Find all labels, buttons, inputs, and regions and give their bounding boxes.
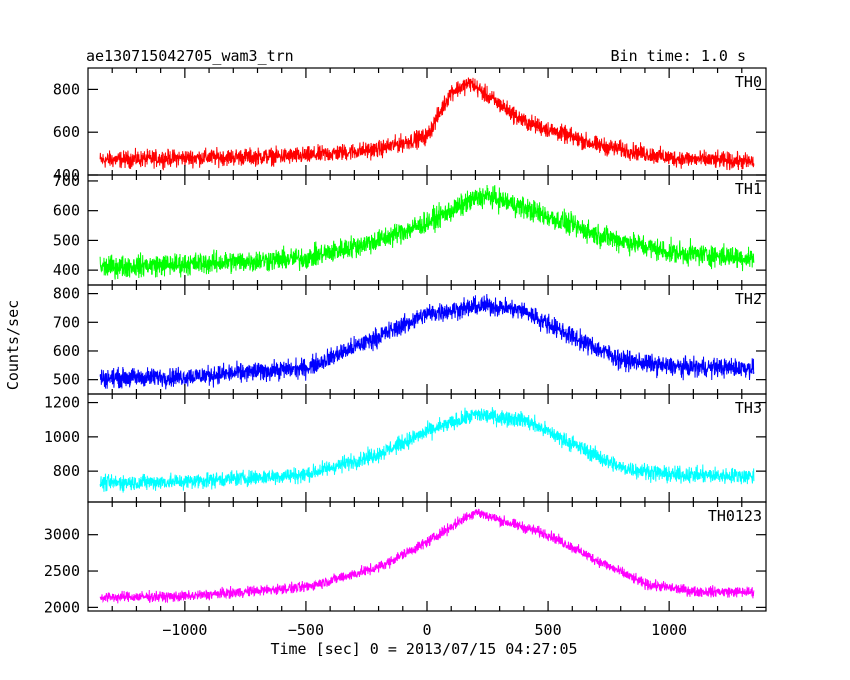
y-tick-label: 2500 bbox=[44, 562, 80, 580]
series-line-th2 bbox=[99, 294, 755, 390]
series-line-th3 bbox=[99, 407, 755, 493]
y-tick-label: 800 bbox=[53, 285, 80, 303]
panels-group: 400 600 800 TH0 400 500 600 700 TH1 500 600 700 800 T… bbox=[44, 67, 767, 639]
panel-th2: 500 600 700 800 TH2 bbox=[53, 284, 767, 395]
series-line-th0 bbox=[99, 77, 755, 171]
panel-name-label: TH2 bbox=[735, 290, 762, 308]
panel-th1: 400 500 600 700 TH1 bbox=[53, 172, 767, 286]
y-tick-label: 600 bbox=[53, 342, 80, 360]
y-tick-label: 1000 bbox=[44, 428, 80, 446]
y-tick-label: 800 bbox=[53, 462, 80, 480]
x-axis-label: Time [sec] 0 = 2013/07/15 04:27:05 bbox=[270, 640, 577, 658]
y-axis-label: Counts/sec bbox=[4, 300, 22, 390]
y-tick-label: 400 bbox=[53, 166, 80, 184]
y-tick-label: 400 bbox=[53, 261, 80, 279]
y-tick-label: 700 bbox=[53, 172, 80, 190]
y-tick-label: 700 bbox=[53, 313, 80, 331]
panel-th0123: 2000 2500 3000 TH0123 bbox=[44, 501, 767, 616]
panel-name-label: TH3 bbox=[735, 399, 762, 417]
panel-th0: 400 600 800 TH0 bbox=[53, 67, 767, 184]
series-line-th1 bbox=[99, 185, 755, 280]
bin-time-label: Bin time: 1.0 s bbox=[611, 47, 746, 65]
panel-th3: 800 1000 1200 TH3 bbox=[44, 393, 767, 503]
panel-name-label: TH0123 bbox=[708, 507, 762, 525]
series-line-th0123 bbox=[99, 508, 755, 604]
y-tick-label: 500 bbox=[53, 371, 80, 389]
panel-name-label: TH1 bbox=[735, 180, 762, 198]
y-tick-label: 600 bbox=[53, 123, 80, 141]
chart-title: ae130715042705_wam3_trn bbox=[86, 47, 294, 65]
x-tick-label: −500 bbox=[288, 621, 324, 639]
panel-name-label: TH0 bbox=[735, 73, 762, 91]
y-tick-label: 2000 bbox=[44, 598, 80, 616]
y-tick-label: 800 bbox=[53, 80, 80, 98]
x-tick-label: −1000 bbox=[162, 621, 207, 639]
y-tick-label: 1200 bbox=[44, 394, 80, 412]
panel-frame bbox=[87, 393, 767, 503]
x-tick-label: 0 bbox=[422, 621, 431, 639]
y-tick-label: 600 bbox=[53, 202, 80, 220]
y-tick-label: 3000 bbox=[44, 526, 80, 544]
x-tick-label: 500 bbox=[535, 621, 562, 639]
x-tick-label: 1000 bbox=[651, 621, 687, 639]
y-tick-label: 500 bbox=[53, 231, 80, 249]
